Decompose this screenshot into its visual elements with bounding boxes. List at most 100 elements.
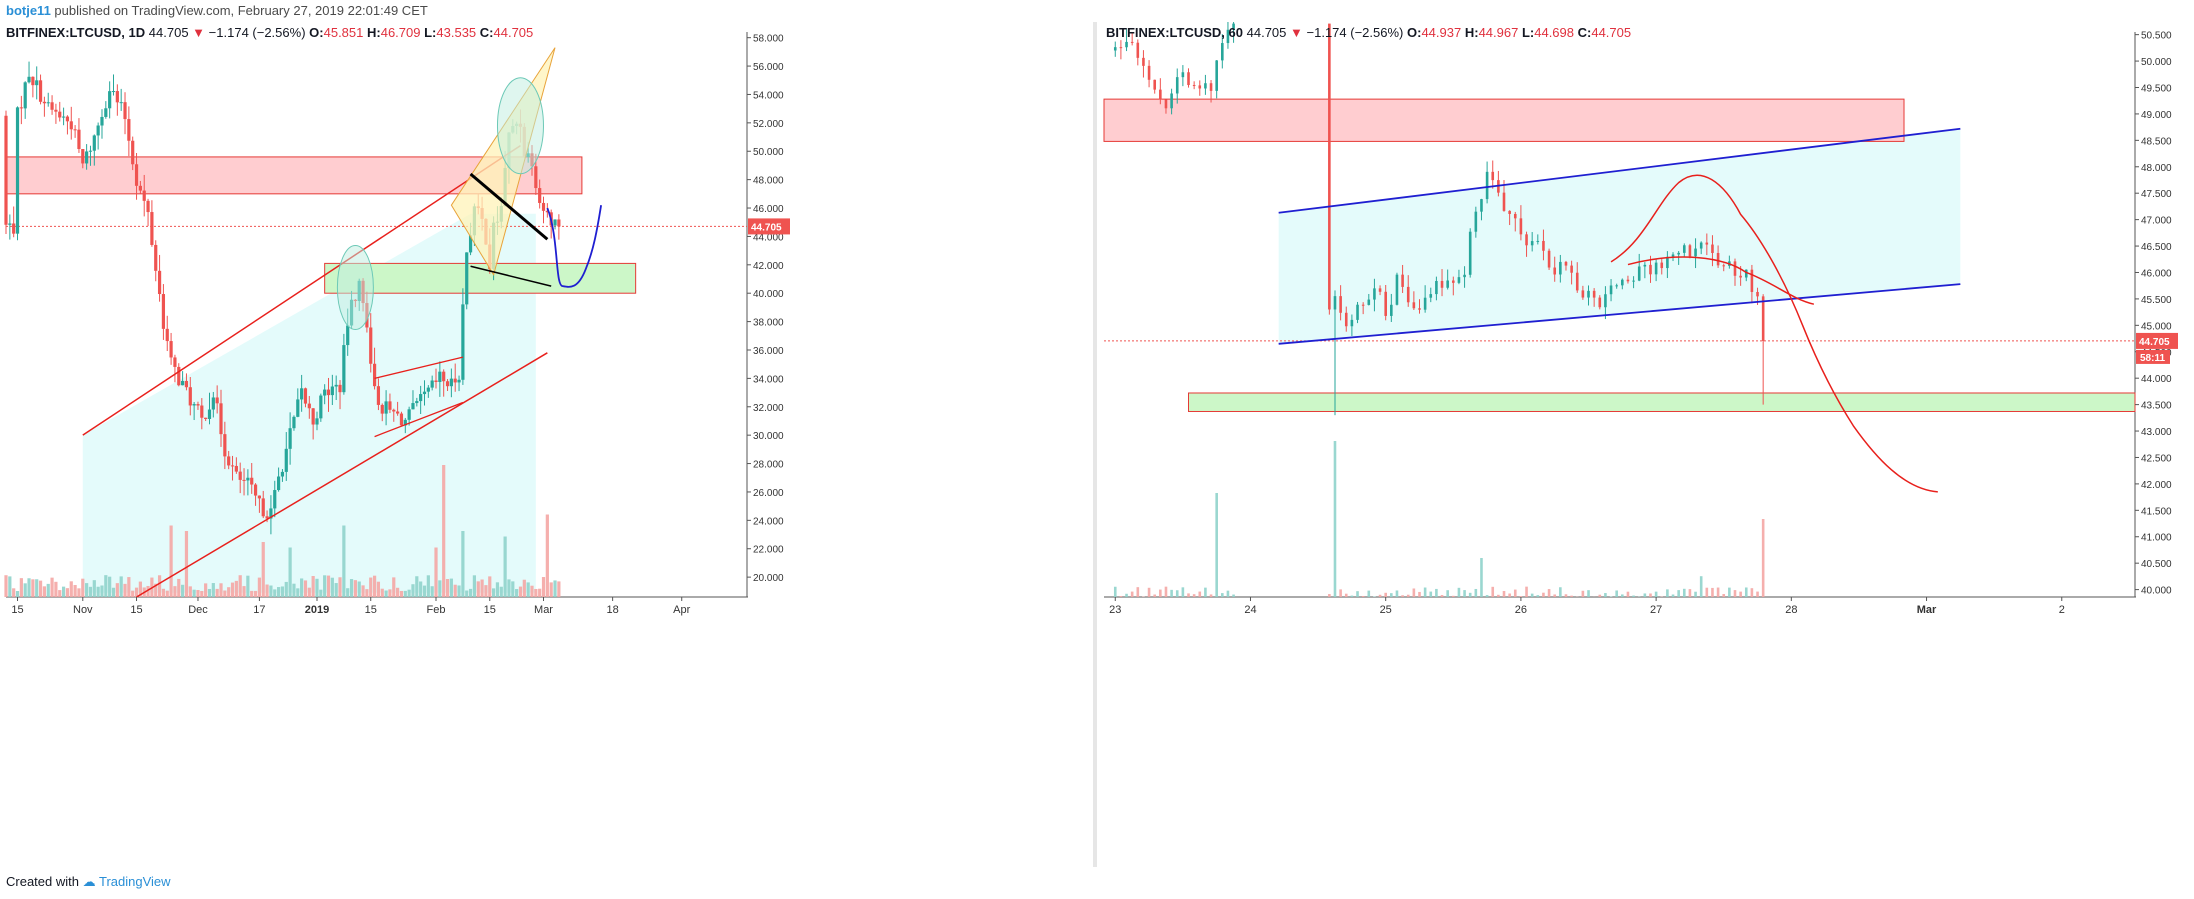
- hourly-x-tick-label: 28: [1785, 604, 1797, 616]
- daily-change: −1.174 (−2.56%): [208, 25, 306, 40]
- hourly-y-tick-label: 48.000: [2141, 163, 2172, 174]
- panel-divider[interactable]: [1093, 22, 1097, 867]
- daily-chart-panel[interactable]: 58.000 56.000 54.000 52.000 50.000 48.000 46.0…: [0, 22, 1090, 867]
- daily-volume-bar: [376, 581, 381, 597]
- daily-volume-bar: [276, 587, 281, 597]
- hourly-candle-body: [1204, 83, 1207, 89]
- hourly-close: 44.705: [1591, 25, 1632, 40]
- daily-candle-body: [265, 516, 269, 519]
- daily-candle-body: [61, 116, 66, 118]
- daily-black-trendline-1: [469, 172, 549, 241]
- hourly-volume-bar: [1682, 588, 1686, 597]
- daily-volume-bar: [388, 589, 392, 597]
- tradingview-cloud-icon: ☁: [82, 874, 96, 889]
- daily-y-tick-label: 40.000: [753, 289, 784, 300]
- daily-close-label: C:: [479, 25, 494, 40]
- daily-volume-bar: [422, 585, 427, 597]
- hourly-y-tick-label: 46.500: [2141, 242, 2172, 253]
- hourly-candle-body: [1559, 261, 1562, 275]
- daily-symbol: BITFINEX:LTCUSD, 1D: [6, 25, 146, 40]
- hourly-volume-bar: [1192, 594, 1196, 597]
- daily-volume-bar: [77, 588, 81, 597]
- daily-volume-bar: [461, 531, 465, 597]
- daily-y-tick-label: 38.000: [753, 318, 784, 329]
- hourly-volume-bar: [1390, 593, 1393, 597]
- hourly-candle-body: [1125, 41, 1128, 48]
- daily-volume-bar: [399, 590, 404, 597]
- daily-volume-bar: [165, 590, 169, 597]
- daily-volume-bar: [35, 579, 39, 597]
- daily-volume-bar: [261, 542, 265, 597]
- daily-volume-bar: [557, 581, 561, 597]
- daily-chart-svg[interactable]: 58.000 56.000 54.000 52.000 50.000 48.000 46.0…: [0, 22, 1090, 867]
- hourly-volume-bar: [1671, 594, 1675, 597]
- hourly-candle-body: [1474, 211, 1478, 232]
- hourly-candle-body: [1502, 192, 1506, 211]
- daily-candle-body: [35, 80, 39, 86]
- hourly-candle-body: [1722, 265, 1726, 267]
- daily-candle-body: [257, 495, 261, 499]
- hourly-volume-bar: [1204, 587, 1207, 597]
- daily-volume-bar: [123, 583, 127, 597]
- daily-y-tick-label: 56.000: [753, 62, 784, 73]
- daily-projected-path: [546, 205, 602, 288]
- daily-volume-bar: [100, 585, 104, 597]
- hourly-candle-body: [1739, 275, 1742, 278]
- daily-candle-body: [326, 389, 331, 396]
- daily-volume-bar: [476, 581, 480, 597]
- hourly-candle-body: [1463, 274, 1466, 278]
- hourly-change-arrow: ▼: [1290, 25, 1303, 40]
- daily-volume-bar: [311, 576, 315, 597]
- hourly-candle-body: [1378, 288, 1382, 292]
- daily-volume-bar: [407, 589, 411, 597]
- hourly-countdown-tag: [2136, 349, 2170, 364]
- daily-volume-bar: [315, 578, 319, 597]
- hourly-chart-svg[interactable]: 50.500 50.000 49.500 49.000 48.500 48.000 47.5…: [1100, 15, 2194, 867]
- hourly-candle-body: [1401, 274, 1404, 287]
- hourly-candle-body: [1170, 93, 1173, 109]
- hourly-volume-bar: [1716, 587, 1720, 597]
- author-username[interactable]: botje11: [6, 3, 51, 18]
- daily-candle-body: [307, 403, 311, 409]
- daily-candle-body: [223, 434, 227, 457]
- daily-y-tick-label: 34.000: [753, 374, 784, 385]
- daily-candle-body: [419, 394, 423, 402]
- daily-y-tick-label: 32.000: [753, 403, 784, 414]
- daily-volume-bar: [69, 581, 73, 597]
- daily-candle-body: [288, 428, 292, 449]
- daily-candle-body: [211, 397, 215, 410]
- daily-candle-body: [31, 76, 35, 86]
- daily-x-tick-label: Nov: [73, 604, 93, 616]
- daily-volume-bar: [330, 577, 334, 597]
- daily-volume-bar: [303, 580, 308, 597]
- daily-candle-body: [396, 411, 400, 414]
- daily-volume-bar: [480, 579, 484, 597]
- hourly-volume-bar: [1688, 589, 1692, 597]
- hourly-volume-bar: [1209, 594, 1213, 597]
- hourly-candle-body: [1598, 297, 1602, 308]
- daily-volume-bar: [12, 588, 16, 597]
- daily-candle-body: [407, 409, 411, 420]
- daily-volume-bar: [65, 588, 70, 597]
- daily-candle-body: [19, 107, 23, 109]
- daily-candle-body: [65, 116, 70, 122]
- hourly-volume-bar: [1587, 590, 1590, 597]
- hourly-volume-bar: [1113, 586, 1117, 597]
- daily-volume-bar: [46, 583, 50, 597]
- hourly-last-price: 44.705: [1246, 25, 1287, 40]
- hourly-candle-body: [1525, 234, 1528, 246]
- hourly-x-tick-label: Mar: [1917, 604, 1937, 616]
- daily-volume-bar: [284, 581, 288, 597]
- hourly-volume-bar: [1728, 587, 1731, 597]
- daily-candle-body: [388, 401, 392, 410]
- daily-volume-bar: [392, 577, 396, 597]
- hourly-volume-bar: [1513, 589, 1517, 597]
- daily-candle-body: [12, 223, 16, 234]
- hourly-volume-bar: [1367, 590, 1371, 597]
- tradingview-brand-link[interactable]: TradingView: [99, 874, 171, 889]
- hourly-candle-body: [1435, 280, 1438, 295]
- hourly-channel-fill: [1278, 128, 1961, 344]
- hourly-support-zone: [1188, 392, 2136, 412]
- daily-candle-body: [330, 386, 334, 396]
- hourly-chart-panel[interactable]: 50.500 50.000 49.500 49.000 48.500 48.000 47.5…: [1100, 15, 2194, 867]
